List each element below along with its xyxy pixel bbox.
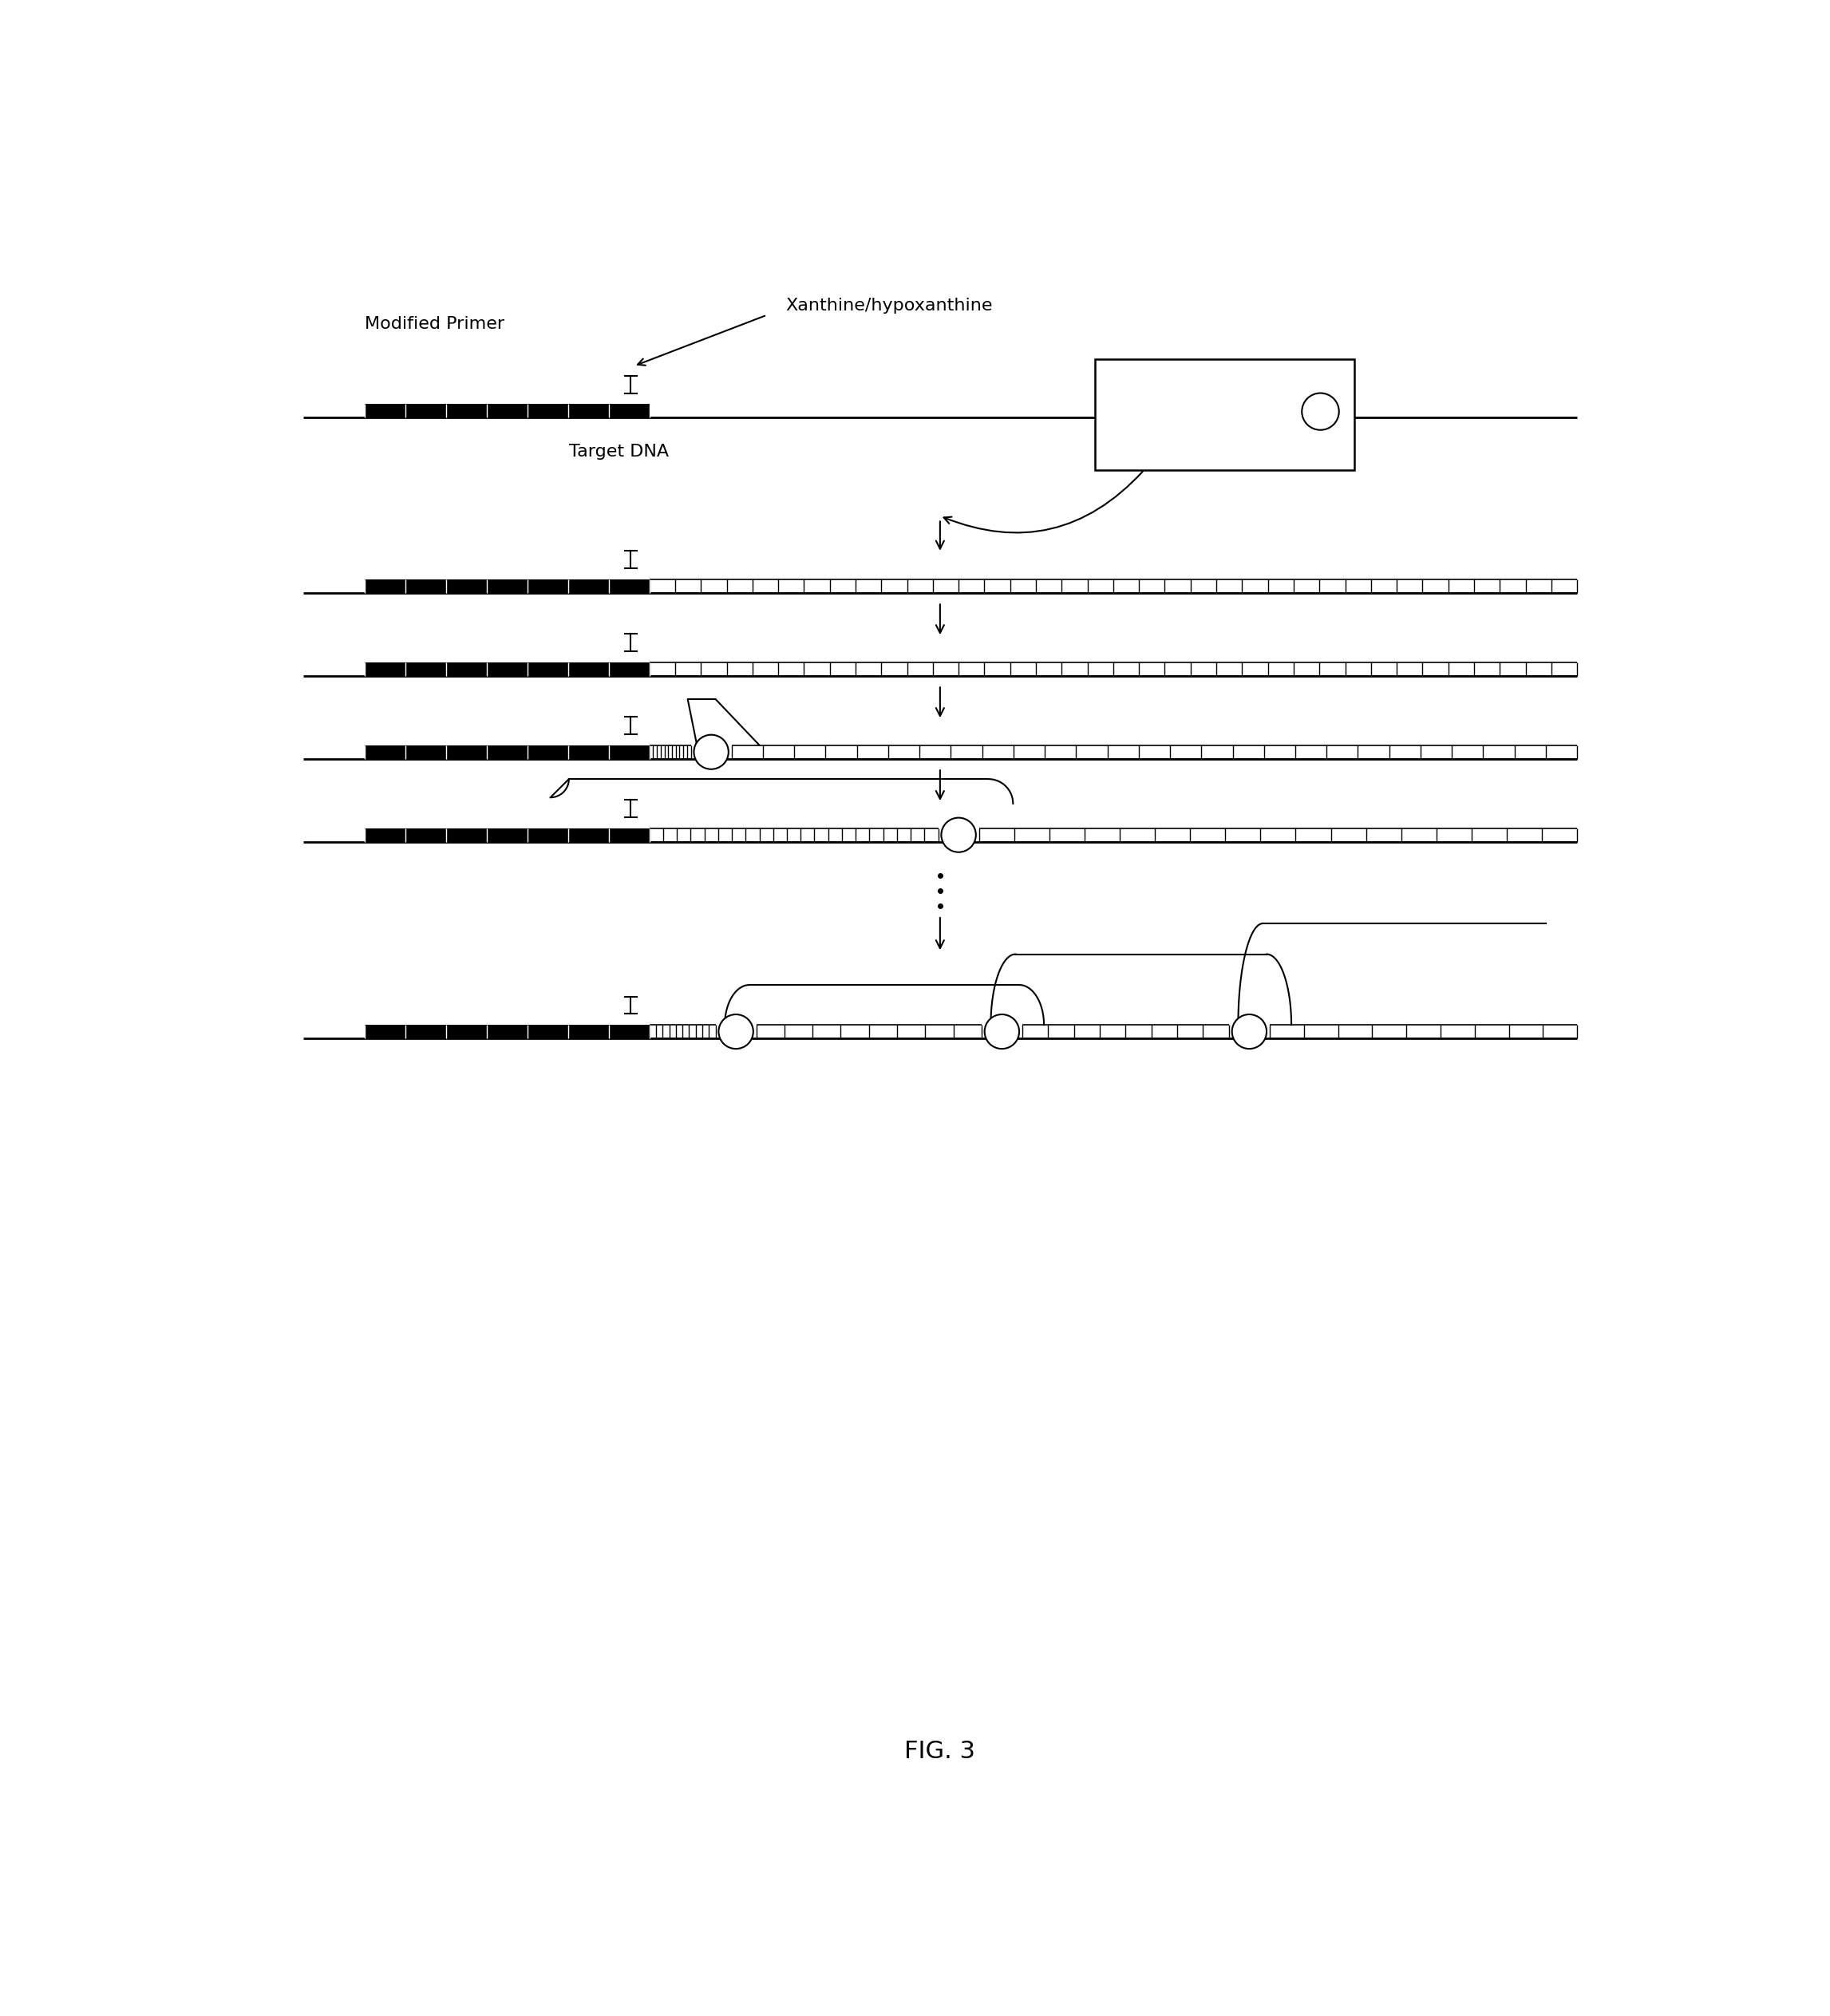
Text: Polymerase: Polymerase	[1116, 377, 1213, 393]
Text: &: &	[1116, 407, 1129, 423]
Text: Target DNA: Target DNA	[569, 444, 668, 460]
Text: Nuclease: Nuclease	[1116, 435, 1193, 452]
Circle shape	[694, 734, 728, 770]
Bar	[364, 403, 650, 417]
Bar	[1094, 359, 1354, 470]
Bar	[364, 829, 650, 843]
Bar	[364, 579, 650, 593]
Bar	[364, 1024, 650, 1038]
Circle shape	[1232, 1014, 1266, 1048]
Circle shape	[1301, 393, 1340, 429]
Bar	[364, 746, 650, 758]
Bar	[364, 663, 650, 675]
Text: FIG. 3: FIG. 3	[904, 1740, 975, 1762]
Circle shape	[985, 1014, 1019, 1048]
Text: Modified Primer: Modified Primer	[364, 317, 505, 333]
Circle shape	[941, 818, 975, 853]
Circle shape	[719, 1014, 754, 1048]
Text: Xanthine/hypoxanthine: Xanthine/hypoxanthine	[785, 298, 992, 314]
